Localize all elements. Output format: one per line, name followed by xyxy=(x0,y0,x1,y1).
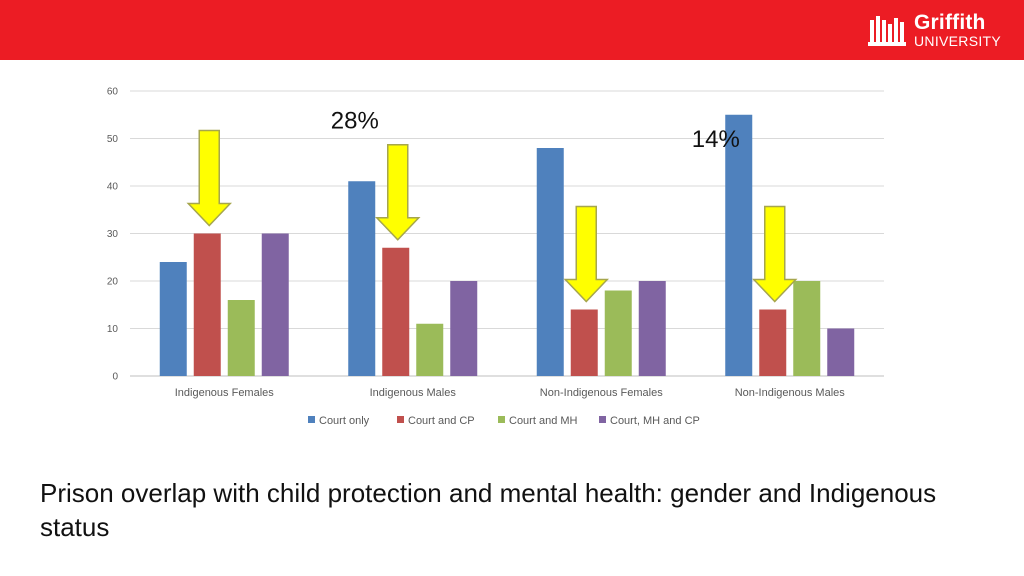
bar xyxy=(570,309,598,376)
y-tick-label: 30 xyxy=(107,229,119,240)
y-tick-label: 20 xyxy=(107,277,119,288)
arrow-shape xyxy=(186,129,233,227)
y-tick-label: 50 xyxy=(107,134,119,145)
bar xyxy=(159,262,187,376)
bar xyxy=(261,233,289,376)
y-tick-label: 40 xyxy=(107,182,119,193)
legend-swatch xyxy=(599,416,606,423)
legend: Court only Court and CP Court and MH Court,… xyxy=(308,415,700,427)
bar xyxy=(793,281,821,376)
y-axis-ticks: 0 10 20 30 40 50 60 xyxy=(107,87,119,383)
bar xyxy=(759,309,787,376)
university-logo: Griffith UNIVERSITY xyxy=(868,12,1010,52)
bar xyxy=(450,281,478,376)
arrow-shape xyxy=(563,205,610,303)
arrow-shape xyxy=(374,144,421,241)
logo-subtitle: UNIVERSITY xyxy=(914,33,1002,49)
bars xyxy=(159,114,855,376)
y-tick-label: 60 xyxy=(107,87,119,98)
x-axis-labels: Indigenous Females Indigenous Males Non-In… xyxy=(175,387,846,399)
percent-annotation: 14% xyxy=(692,126,740,153)
bar xyxy=(193,233,221,376)
y-tick-label: 10 xyxy=(107,324,119,335)
bar xyxy=(725,114,753,376)
header-bar xyxy=(0,0,1024,60)
arrows xyxy=(186,129,798,303)
grid-lines xyxy=(130,90,884,377)
legend-swatch xyxy=(397,416,404,423)
arrow-shape xyxy=(751,205,798,303)
legend-swatch xyxy=(498,416,505,423)
legend-label: Court and MH xyxy=(509,415,578,427)
percent-annotation: 28% xyxy=(331,107,379,134)
annotations: 28% 14% xyxy=(331,107,740,153)
bar xyxy=(536,148,564,376)
griffith-crest-icon xyxy=(868,16,906,46)
bar xyxy=(638,281,666,376)
bar xyxy=(416,323,444,376)
bar xyxy=(827,328,855,376)
logo-name: Griffith xyxy=(914,11,986,34)
legend-label: Court only xyxy=(319,415,370,427)
legend-swatch xyxy=(308,416,315,423)
slide-title: Prison overlap with child protection and… xyxy=(40,478,937,542)
legend-label: Court, MH and CP xyxy=(610,415,700,427)
x-tick-label: Non-Indigenous Males xyxy=(735,387,846,399)
bar xyxy=(382,247,410,376)
x-tick-label: Non-Indigenous Females xyxy=(540,387,663,399)
legend-label: Court and CP xyxy=(408,415,475,427)
bar xyxy=(227,300,255,376)
bar xyxy=(604,290,632,376)
x-tick-label: Indigenous Males xyxy=(370,387,457,399)
x-tick-label: Indigenous Females xyxy=(175,387,275,399)
y-tick-label: 0 xyxy=(112,372,118,383)
bar xyxy=(348,181,376,376)
